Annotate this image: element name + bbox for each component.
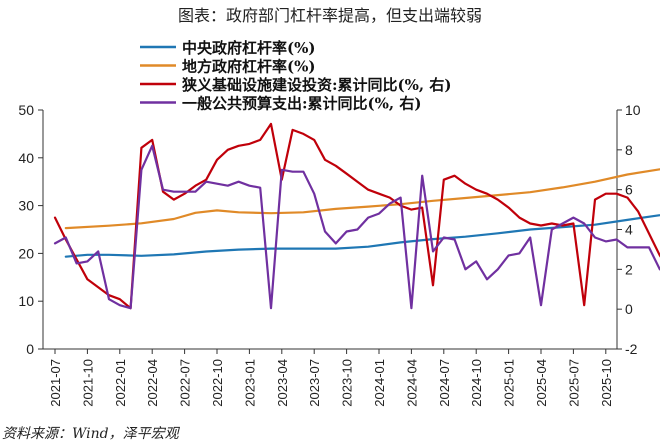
source-note: 资料来源：Wind，泽平宏观	[2, 426, 179, 442]
x-tick-label: 2023-10	[340, 359, 355, 407]
right-tick-label: 10	[625, 102, 641, 118]
right-tick-label: 0	[625, 301, 633, 317]
left-tick-label: 40	[18, 150, 34, 166]
x-tick-label: 2025-07	[566, 359, 581, 407]
chart-title: 图表：政府部门杠杆率提高，但支出端较弱	[177, 6, 482, 25]
left-tick-label: 20	[18, 245, 34, 261]
x-tick-label: 2023-04	[275, 359, 290, 407]
x-tick-label: 2025-01	[502, 359, 517, 407]
legend-label-4: 一般公共预算支出:累计同比(%, 右)	[182, 95, 421, 113]
legend-label-3: 狭义基础设施建设投资:累计同比(%, 右)	[181, 76, 451, 94]
x-tick-label: 2024-04	[404, 359, 419, 407]
legend-label-1: 中央政府杠杆率(%)	[182, 39, 315, 57]
x-tick-label: 2024-01	[372, 359, 387, 407]
series-line-1	[64, 214, 660, 258]
x-tick-label: 2023-01	[242, 359, 257, 407]
right-tick-label: 8	[625, 142, 633, 158]
x-tick-label: 2024-10	[469, 359, 484, 407]
right-tick-label: 4	[625, 222, 633, 238]
x-tick-label: 2021-07	[48, 359, 63, 407]
series-line-3	[53, 122, 660, 310]
x-tick-label: 2023-07	[307, 359, 322, 407]
left-tick-label: 0	[26, 341, 34, 357]
x-tick-label: 2022-01	[113, 359, 128, 407]
x-tick-label: 2022-04	[145, 359, 160, 407]
x-tick-label: 2021-10	[80, 359, 95, 407]
right-tick-label: 2	[625, 261, 633, 277]
x-tick-label: 2024-07	[437, 359, 452, 407]
left-tick-label: 30	[18, 198, 34, 214]
left-tick-label: 50	[18, 102, 34, 118]
x-tick-label: 2025-10	[599, 359, 614, 407]
right-tick-label: -2	[625, 341, 638, 357]
x-tick-label: 2025-04	[534, 359, 549, 407]
right-tick-label: 6	[625, 182, 633, 198]
x-tick-label: 2022-10	[210, 359, 225, 407]
x-tick-label: 2022-07	[178, 359, 193, 407]
legend-label-2: 地方政府杠杆率(%)	[182, 58, 315, 76]
left-tick-label: 10	[18, 293, 34, 309]
series-line-4	[53, 144, 660, 310]
series-line-2	[64, 168, 660, 230]
